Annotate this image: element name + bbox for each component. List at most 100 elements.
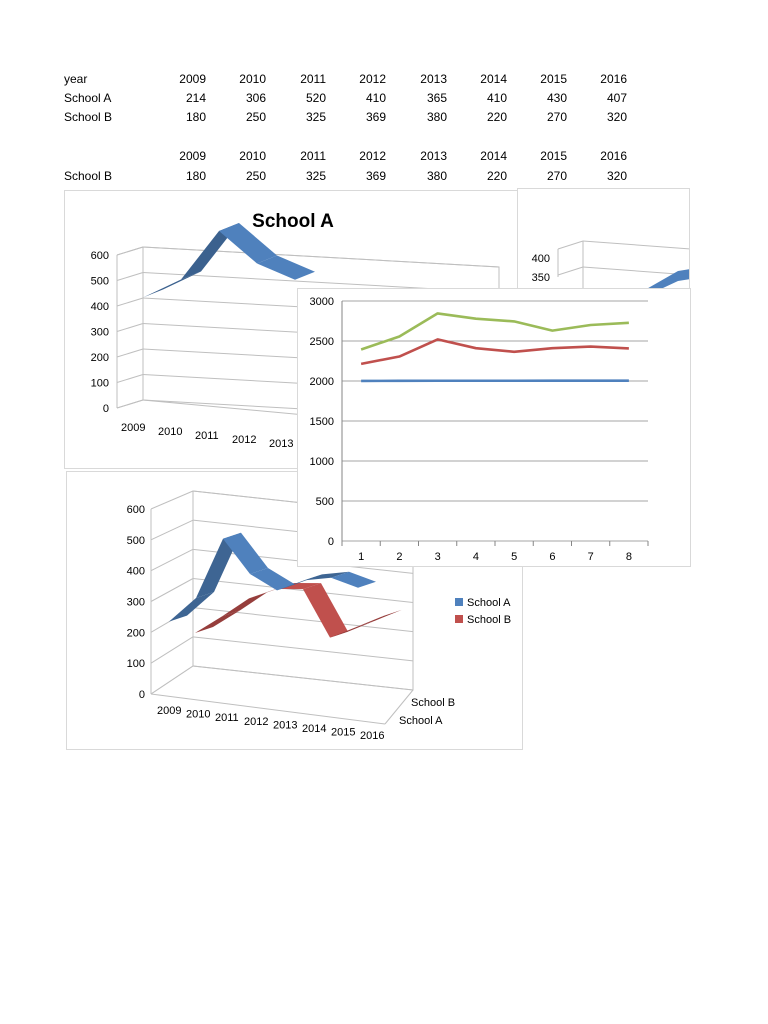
gridline: [150, 548, 194, 572]
y-tick-label: 600: [91, 250, 109, 262]
legend-label: School A: [467, 597, 511, 609]
ribbon-segment: [276, 583, 321, 590]
x-tick-label: 6: [549, 551, 555, 563]
gridline: [150, 519, 194, 541]
table-cell: 365: [426, 91, 447, 105]
gridline: [116, 374, 144, 383]
data-table: year 2009 2010 2011 2012 2013 2014 2015 …: [0, 72, 768, 192]
x-tick-label: 5: [511, 551, 517, 563]
gridline: [116, 297, 144, 307]
y-tick-label: 600: [127, 504, 145, 516]
chart-hidden-panel[interactable]: 400 350: [517, 188, 690, 298]
y-tick-label: 200: [91, 352, 109, 364]
table-cell: 320: [606, 169, 627, 183]
x-tick-label: 8: [626, 551, 632, 563]
chart-school-a: School A 0 100 200 300 400 500 600 2009 2010 201…: [91, 211, 500, 450]
table-cell: 2009: [179, 72, 206, 86]
gridline: [116, 348, 144, 358]
table-header-label: year: [64, 72, 88, 86]
gridline: [150, 490, 194, 510]
table-cell: 2012: [359, 149, 386, 163]
depth-label: School A: [399, 715, 443, 727]
x-tick-label: 2009: [157, 705, 181, 717]
table-cell: 325: [305, 110, 326, 124]
chart-line: 0 500 1000 1500 2000 2500 3000 1 2 3 4 5 6 7 8: [310, 296, 649, 563]
gridline: [557, 240, 584, 250]
gridline: [192, 607, 414, 633]
x-tick-label: 2014: [302, 723, 326, 735]
y-tick-label: 500: [127, 535, 145, 547]
table-cell: 180: [185, 110, 206, 124]
table-cell: 2013: [420, 149, 447, 163]
table-cell: 407: [606, 91, 627, 105]
y-tick-label: 300: [127, 597, 145, 609]
table-cell: 2014: [480, 149, 507, 163]
gridline: [582, 266, 689, 276]
ribbon-segment: [330, 620, 375, 638]
line-series-green: [360, 312, 629, 351]
ribbon-segment: [143, 271, 201, 298]
x-tick-label: 1: [358, 551, 364, 563]
gridline: [142, 246, 500, 268]
ribbon-segment: [304, 571, 349, 581]
table-cell: 380: [426, 110, 447, 124]
x-tick-label: 2012: [232, 434, 256, 446]
y-tick-label: 3000: [310, 296, 334, 308]
table-row-label: School A: [64, 91, 112, 105]
ribbon-segment: [169, 591, 214, 622]
x-tick-label: 2012: [244, 716, 268, 728]
gridline: [192, 636, 414, 662]
ribbon-segment: [222, 592, 267, 617]
table-row-label: School B: [64, 169, 113, 183]
y-tick-label: 400: [532, 253, 550, 265]
gridline: [116, 246, 144, 256]
table-cell: 306: [245, 91, 266, 105]
ribbon-segment: [196, 532, 241, 598]
ribbon-segment: [331, 571, 376, 588]
y-tick-label: 350: [532, 272, 550, 284]
table-cell: 2011: [300, 149, 326, 163]
ribbon-segment: [195, 610, 240, 633]
y-tick-label: 300: [91, 327, 109, 339]
gridline: [192, 665, 414, 691]
table-cell: 2016: [600, 149, 627, 163]
table-cell: 380: [426, 169, 447, 183]
table-cell: 520: [305, 91, 326, 105]
table-cell: 2010: [239, 149, 266, 163]
table-cell: 2014: [480, 72, 507, 86]
table-cell: 2012: [359, 72, 386, 86]
x-tick-label: 4: [473, 551, 479, 563]
x-tick-label: 2011: [195, 430, 219, 442]
table-cell: 369: [365, 110, 386, 124]
table-cell: 320: [606, 110, 627, 124]
y-tick-label: 2500: [310, 336, 334, 348]
chart-hidden: 400 350: [532, 240, 689, 297]
x-tick-label: 3: [435, 551, 441, 563]
gridline: [150, 578, 194, 602]
gridline: [150, 665, 194, 695]
ribbon-segment: [250, 568, 295, 591]
y-tick-label: 500: [91, 276, 109, 288]
table-cell: 325: [305, 169, 326, 183]
gridline: [116, 399, 144, 409]
table-cell: 410: [486, 91, 507, 105]
x-tick-label: 2016: [360, 730, 384, 742]
x-tick-label: 2010: [158, 426, 182, 438]
chart-title: School A: [252, 211, 334, 232]
table-cell: 2009: [179, 149, 206, 163]
gridline: [557, 266, 584, 276]
ribbon-segment: [257, 255, 315, 280]
table-cell: 2010: [239, 72, 266, 86]
table-cell: 250: [245, 110, 266, 124]
table-cell: 430: [546, 91, 567, 105]
chart-line-panel[interactable]: 0 500 1000 1500 2000 2500 3000 1 2 3 4 5 6 7 8: [297, 288, 691, 567]
y-tick-label: 1000: [310, 456, 334, 468]
y-tick-label: 2000: [310, 376, 334, 388]
legend-label: School B: [467, 614, 511, 626]
x-tick-label: 2013: [269, 438, 293, 450]
table-cell: 2015: [540, 149, 567, 163]
table-cell: 250: [245, 169, 266, 183]
table-cell: 220: [486, 169, 507, 183]
gridline: [582, 240, 689, 250]
